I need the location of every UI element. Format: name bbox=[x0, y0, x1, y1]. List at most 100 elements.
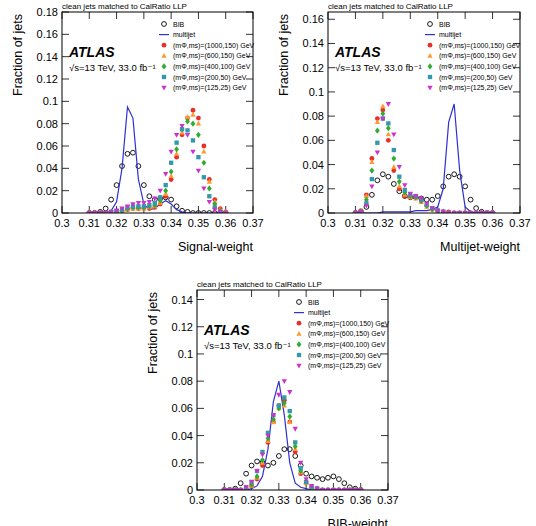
data-point bbox=[380, 117, 385, 122]
legend-label: (mΦ,ms)=(600,150) GeV bbox=[439, 52, 517, 60]
y-tick bbox=[513, 19, 520, 20]
data-point bbox=[331, 474, 336, 479]
data-point bbox=[271, 460, 276, 465]
y-tick bbox=[246, 190, 253, 191]
y-tick-label: 0.14 bbox=[172, 294, 193, 306]
data-point bbox=[196, 132, 201, 138]
data-point bbox=[244, 471, 249, 476]
data-point bbox=[287, 420, 292, 425]
panel: clean jets matched to CalRatio LLP0.30.3… bbox=[11, 2, 264, 254]
data-point bbox=[315, 486, 320, 490]
x-tick-label: 0.32 bbox=[241, 494, 262, 506]
data-point bbox=[114, 209, 119, 213]
data-point bbox=[276, 454, 281, 459]
data-point bbox=[386, 131, 391, 136]
plot-data bbox=[222, 379, 364, 490]
legend-swatch bbox=[428, 43, 433, 48]
x-tick-label: 0.31 bbox=[79, 217, 100, 229]
data-point bbox=[174, 140, 178, 144]
data-point bbox=[435, 208, 440, 213]
legend-swatch bbox=[427, 53, 432, 58]
legend-swatch bbox=[162, 75, 166, 79]
x-tick bbox=[465, 12, 466, 19]
data-point bbox=[255, 469, 259, 473]
y-tick-label: 0.1 bbox=[309, 86, 324, 98]
legend-label: (mΦ,ms)=(200,50) GeV bbox=[173, 74, 247, 82]
data-point bbox=[249, 480, 253, 484]
plot-data bbox=[87, 107, 229, 213]
x-tick-label: 0.35 bbox=[323, 494, 344, 506]
y-tick bbox=[197, 326, 204, 327]
data-point bbox=[282, 395, 286, 399]
legend-label: (mΦ,ms)=(1000,150) GeV bbox=[173, 42, 255, 50]
data-point bbox=[185, 114, 190, 119]
legend-swatch bbox=[162, 63, 167, 69]
data-point bbox=[342, 481, 347, 486]
data-point bbox=[136, 201, 141, 206]
y-tick-label: 0.16 bbox=[303, 13, 324, 25]
data-point bbox=[131, 150, 136, 155]
data-point bbox=[207, 179, 212, 184]
y-tick-label: 0 bbox=[318, 207, 324, 219]
legend-label: (mΦ,ms)=(125,25) GeV bbox=[439, 84, 513, 92]
data-point bbox=[391, 132, 396, 137]
data-point bbox=[430, 206, 435, 211]
data-point bbox=[260, 453, 265, 458]
data-point bbox=[282, 400, 287, 406]
data-point bbox=[114, 209, 118, 213]
x-tick bbox=[437, 12, 438, 19]
data-point bbox=[419, 197, 424, 202]
y-tick bbox=[197, 408, 204, 409]
y-tick bbox=[62, 168, 69, 169]
data-point bbox=[169, 169, 174, 175]
legend-label: (mΦ,ms)=(400,100) GeV bbox=[308, 341, 386, 349]
legend-label: (mΦ,ms)=(1000,150) GeV bbox=[308, 320, 390, 328]
data-point bbox=[430, 206, 435, 211]
legend-label: (mΦ,ms)=(400,100) GeV bbox=[439, 63, 517, 71]
y-tick bbox=[197, 381, 204, 382]
data-point bbox=[185, 133, 190, 138]
x-tick bbox=[116, 12, 117, 19]
annotation: √s=13 TeV, 33.0 fb⁻¹ bbox=[69, 62, 156, 73]
y-tick bbox=[246, 146, 253, 147]
data-point bbox=[174, 133, 179, 138]
data-point bbox=[375, 128, 380, 134]
panel: clean jets matched to CalRatio LLP0.30.3… bbox=[277, 2, 531, 254]
data-point bbox=[266, 463, 271, 468]
panel: clean jets matched to CalRatio LLP0.30.3… bbox=[146, 280, 399, 526]
y-tick bbox=[62, 56, 69, 57]
y-tick bbox=[246, 101, 253, 102]
data-point bbox=[424, 197, 429, 202]
x-tick bbox=[410, 12, 411, 19]
legend-swatch bbox=[162, 43, 167, 48]
x-tick bbox=[355, 12, 356, 19]
y-tick-label: 0.04 bbox=[37, 162, 58, 174]
x-tick-label: 0.34 bbox=[295, 494, 316, 506]
y-tick-label: 0 bbox=[187, 484, 193, 496]
data-point bbox=[190, 112, 195, 117]
y-tick bbox=[328, 164, 335, 165]
y-tick bbox=[381, 381, 388, 382]
legend-label: BIB bbox=[439, 21, 451, 28]
data-point bbox=[359, 209, 364, 213]
data-point bbox=[364, 192, 369, 197]
y-tick bbox=[197, 462, 204, 463]
x-tick bbox=[143, 12, 144, 19]
y-tick-label: 0.16 bbox=[37, 28, 58, 40]
data-point bbox=[381, 116, 385, 120]
data-point bbox=[169, 150, 174, 155]
y-axis-label: Fraction of jets bbox=[277, 14, 291, 96]
data-point bbox=[147, 194, 152, 199]
data-point bbox=[315, 486, 319, 490]
x-tick-label: 0.31 bbox=[345, 217, 366, 229]
data-point bbox=[201, 149, 206, 154]
data-point bbox=[364, 204, 369, 209]
data-point bbox=[430, 206, 435, 212]
data-point bbox=[196, 155, 200, 159]
x-axis-label: Signal-weight bbox=[178, 240, 254, 254]
series-line bbox=[224, 381, 360, 490]
data-point bbox=[446, 174, 451, 179]
data-point bbox=[309, 474, 314, 479]
data-point bbox=[397, 175, 401, 179]
data-point bbox=[185, 118, 190, 124]
